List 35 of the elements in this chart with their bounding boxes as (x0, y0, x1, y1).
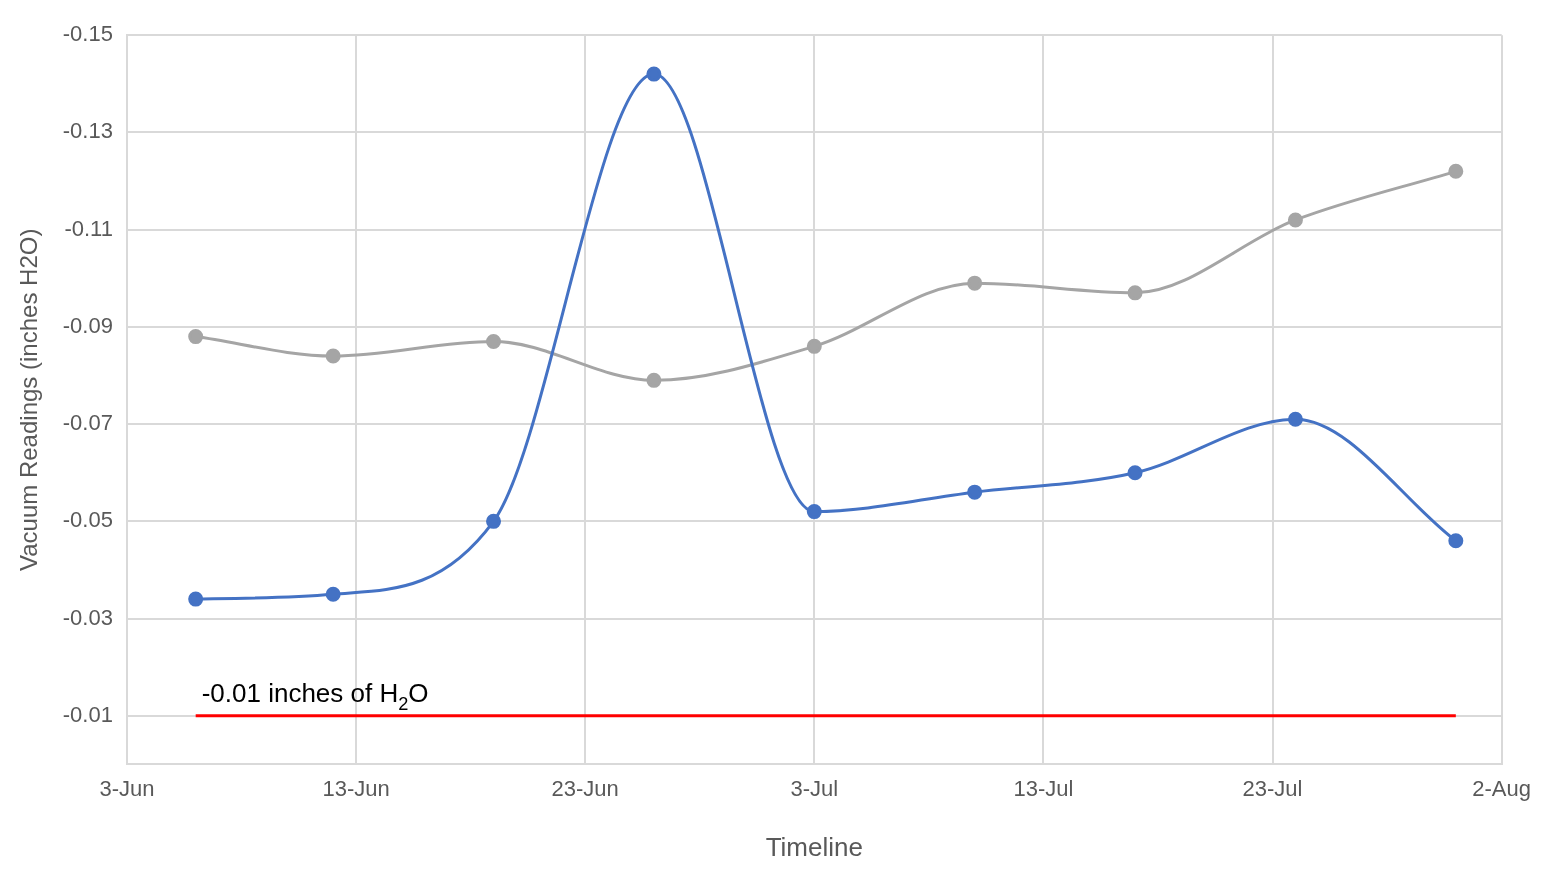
point (325, 586, 341, 602)
y-tick-label: -0.01 (62, 701, 113, 727)
point (188, 591, 204, 607)
x-axis-title: Timeline (765, 831, 863, 862)
y-tick-label: -0.11 (64, 215, 113, 241)
point (188, 329, 204, 345)
point (486, 333, 502, 349)
point (646, 372, 662, 388)
x-tick-label: 13-Jul (1013, 775, 1074, 801)
x-tick-label: 23-Jun (551, 775, 619, 801)
point (1287, 411, 1303, 427)
x-tick-label: 2-Aug (1472, 775, 1532, 801)
y-axis-title: Vacuum Readings (inches H2O) (15, 228, 43, 571)
point (806, 504, 822, 520)
x-tick-label: 3-Jul (790, 775, 839, 801)
point (967, 484, 983, 500)
point (646, 66, 662, 82)
point (967, 275, 983, 291)
x-tick-label: 13-Jun (322, 775, 390, 801)
y-tick-label: -0.07 (62, 410, 113, 436)
y-tick-label: -0.09 (62, 312, 113, 338)
x-tick-label: 3-Jun (99, 775, 155, 801)
y-tick-label: -0.03 (62, 604, 113, 630)
point (1448, 163, 1464, 179)
point (1127, 285, 1143, 301)
y-tick-label: -0.15 (62, 21, 113, 47)
point (806, 338, 822, 354)
point (325, 348, 341, 364)
point (1127, 465, 1143, 481)
point (486, 513, 502, 529)
point (1287, 212, 1303, 228)
point (1448, 533, 1464, 549)
x-tick-label: 23-Jul (1242, 775, 1303, 801)
y-tick-label: -0.13 (62, 118, 113, 144)
y-tick-label: -0.05 (62, 507, 113, 533)
